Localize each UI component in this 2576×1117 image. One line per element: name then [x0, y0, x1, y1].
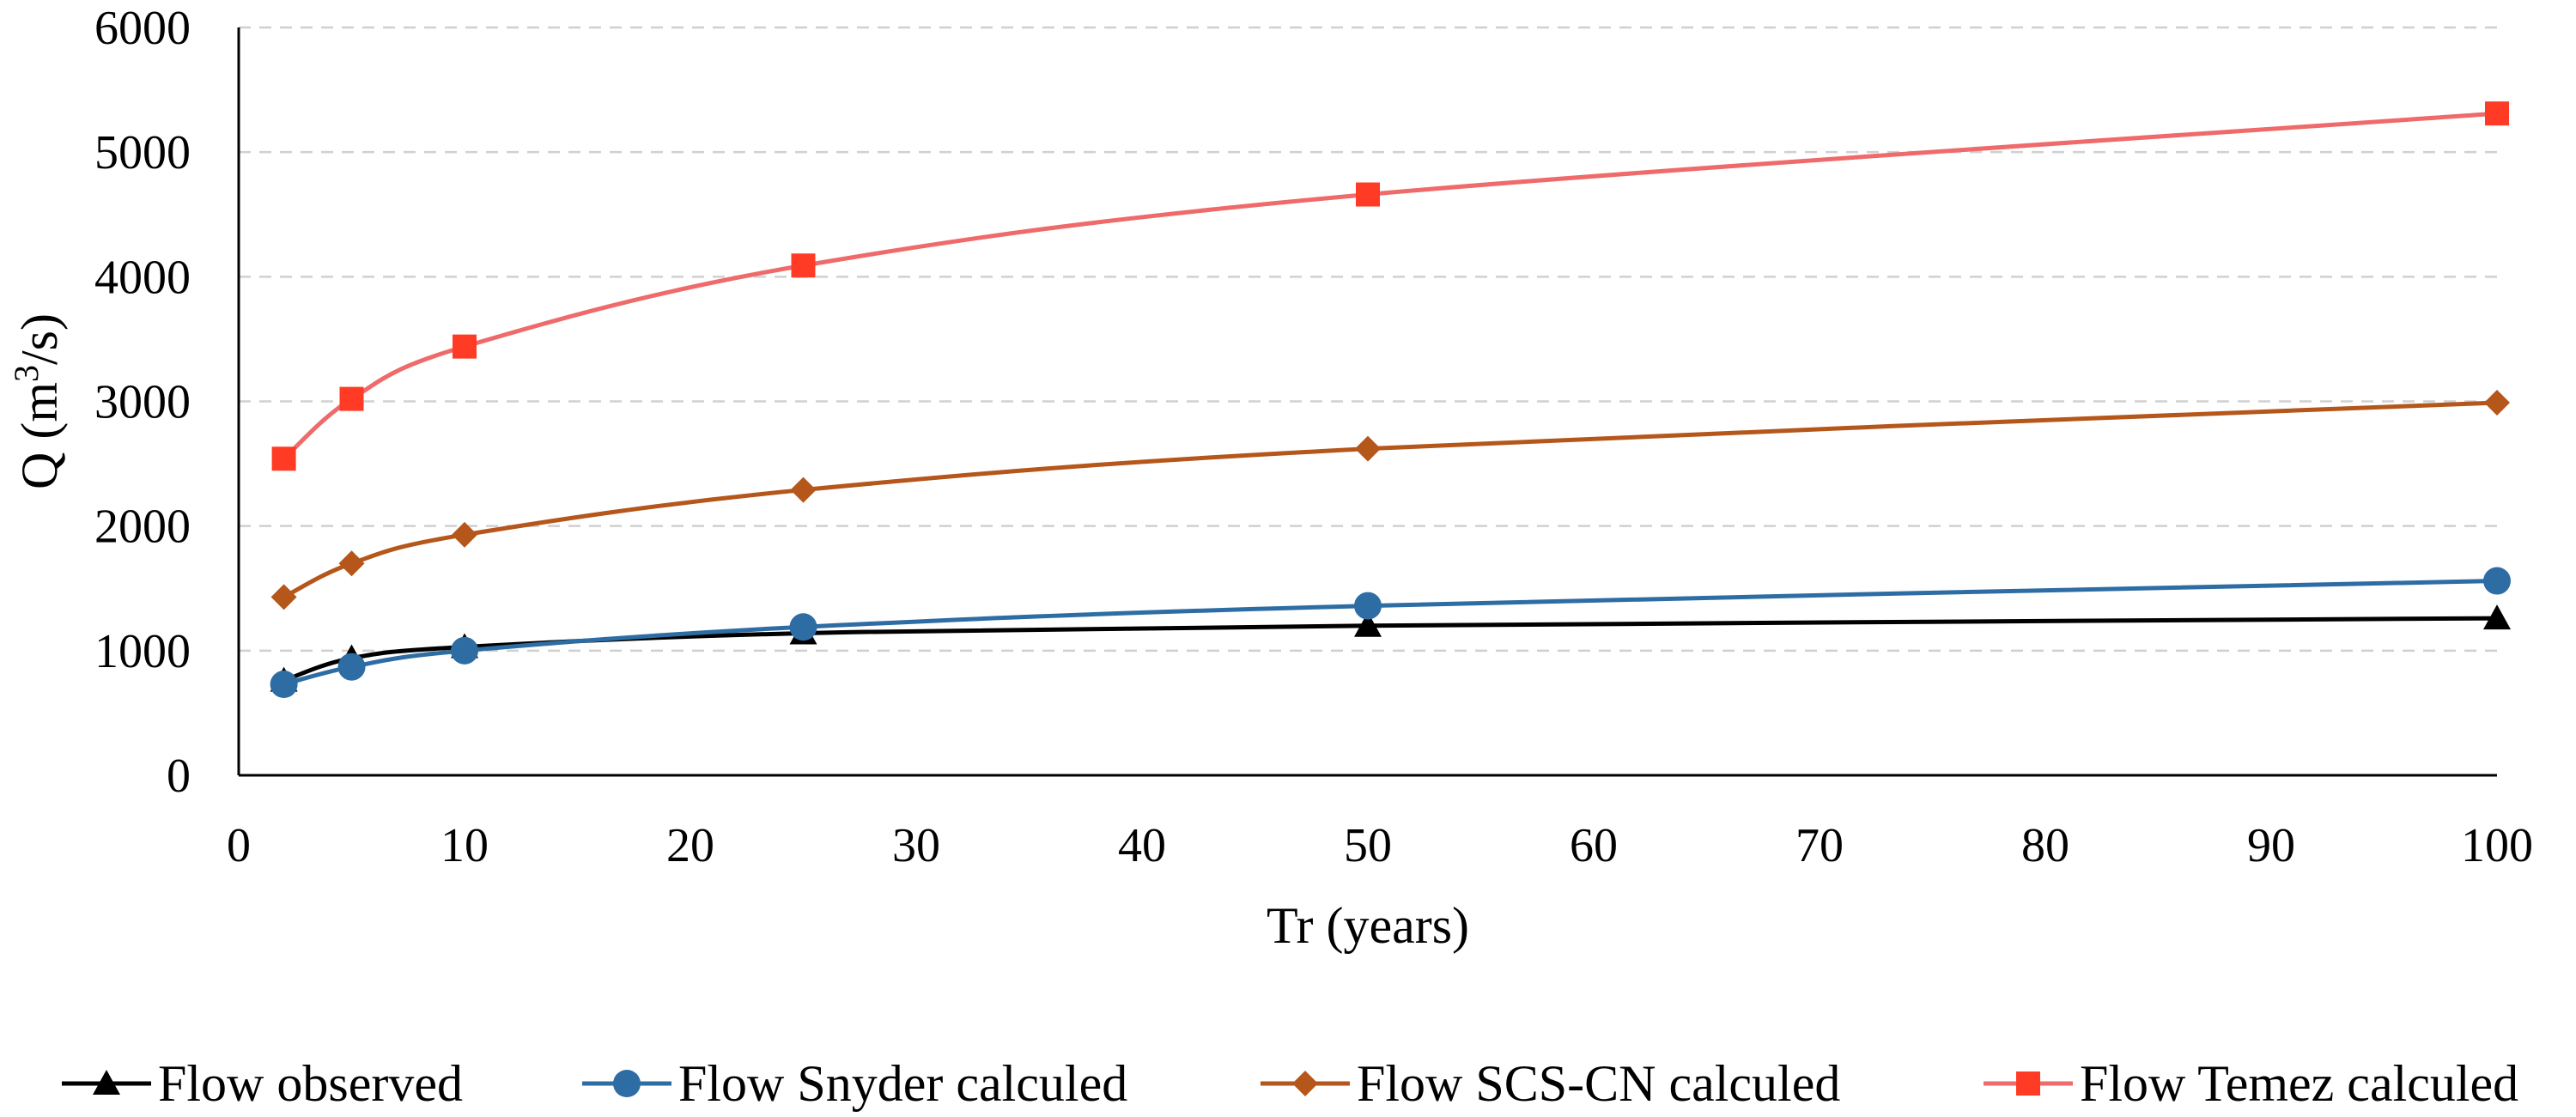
x-tick-label: 90 — [2247, 819, 2295, 872]
x-tick-label: 0 — [227, 819, 251, 872]
y-tick-label: 0 — [167, 750, 191, 803]
y-axis-title-prefix: Q (m — [11, 382, 68, 489]
y-tick-label: 2000 — [94, 501, 191, 554]
legend-label: Flow Temez calculed — [2080, 1055, 2518, 1112]
data-point — [270, 584, 297, 610]
legend-label: Flow observed — [158, 1055, 463, 1112]
x-tick-label: 30 — [892, 819, 940, 872]
y-tick-label: 6000 — [94, 2, 191, 55]
x-tick-label: 80 — [2021, 819, 2069, 872]
y-tick-label: 3000 — [94, 376, 191, 429]
series-line — [282, 579, 2500, 687]
data-point — [1354, 611, 1382, 637]
x-tick-label: 40 — [1118, 819, 1166, 872]
gridlines — [239, 26, 2497, 653]
y-tick-label: 5000 — [94, 126, 191, 179]
legend-label: Flow SCS-CN calculed — [1357, 1055, 1840, 1112]
legend-swatch-marker — [1292, 1071, 1318, 1096]
y-tick-labels: 0 1000 2000 3000 4000 5000 6000 — [94, 2, 191, 803]
series-flow-scs-cn-calculed — [270, 389, 2510, 610]
series-flow-snyder-calculed — [270, 567, 2511, 699]
legend-swatch-marker — [613, 1070, 641, 1097]
y-tick-label: 4000 — [94, 251, 191, 304]
data-point — [270, 671, 298, 699]
y-axis-title-suffix: /s) — [11, 313, 68, 365]
data-point — [1356, 182, 1380, 207]
x-tick-label: 20 — [666, 819, 714, 872]
legend-item: Flow Temez calculed — [1984, 1055, 2518, 1112]
data-point — [790, 477, 817, 503]
x-tick-label: 70 — [1795, 819, 1844, 872]
axes — [237, 27, 2497, 777]
y-axis-title-superscript: 3 — [7, 365, 46, 382]
data-point — [453, 334, 477, 359]
legend: Flow observed Flow Snyder calculed Flow SC… — [62, 1055, 2518, 1112]
data-point — [1355, 435, 1381, 462]
data-point — [338, 550, 365, 577]
data-point — [2483, 567, 2511, 595]
x-tick-label: 50 — [1344, 819, 1392, 872]
legend-item: Flow SCS-CN calculed — [1261, 1055, 1840, 1112]
series-flow-observed — [270, 604, 2511, 692]
data-point — [2483, 604, 2511, 630]
series-flow-temez-calculed — [271, 101, 2509, 471]
data-point — [1354, 592, 1382, 620]
data-point — [271, 446, 296, 471]
legend-swatch-marker — [2016, 1071, 2040, 1096]
series-line — [282, 616, 2500, 683]
data-point — [789, 613, 817, 641]
series-line — [282, 400, 2500, 599]
series-line — [282, 111, 2500, 461]
x-tick-labels: 0 10 20 30 40 50 60 70 80 90 100 — [227, 819, 2533, 872]
y-tick-label: 1000 — [94, 625, 191, 678]
data-point — [339, 386, 364, 411]
legend-label: Flow Snyder calculed — [678, 1055, 1127, 1112]
y-axis-title: Q (m3/s) — [7, 313, 68, 489]
x-tick-label: 10 — [440, 819, 489, 872]
data-point — [791, 253, 816, 278]
x-tick-label: 60 — [1570, 819, 1618, 872]
data-point — [452, 521, 477, 548]
data-point — [451, 636, 478, 665]
legend-swatch-marker — [93, 1070, 120, 1095]
legend-item: Flow observed — [62, 1055, 463, 1112]
data-point — [2485, 101, 2509, 126]
data-point — [2484, 389, 2510, 416]
legend-item: Flow Snyder calculed — [582, 1055, 1127, 1112]
x-axis-title: Tr (years) — [1267, 897, 1469, 954]
data-point — [337, 653, 366, 681]
series-group — [270, 101, 2511, 699]
x-tick-label: 100 — [2461, 819, 2533, 872]
